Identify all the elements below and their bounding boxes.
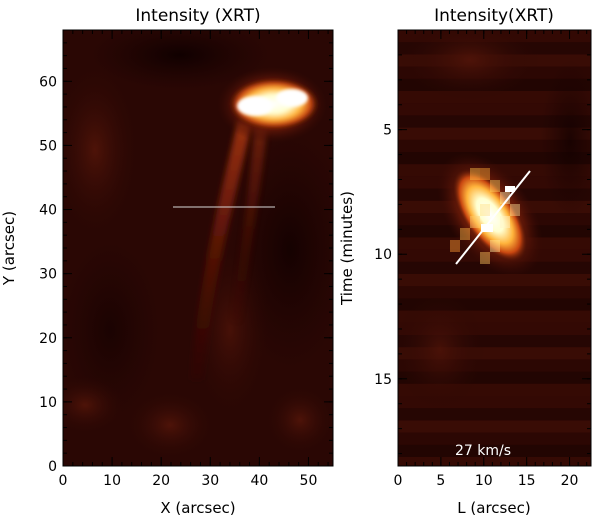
x-tick-label: 20 xyxy=(561,473,579,489)
bright-core xyxy=(276,89,308,107)
dark-region xyxy=(90,30,270,90)
pixel-block xyxy=(470,168,480,180)
diffuse-emission xyxy=(400,30,540,100)
left-panel-title: Intensity (XRT) xyxy=(135,6,260,26)
time-band xyxy=(398,274,591,287)
pixel-block xyxy=(470,216,480,228)
pixel-block xyxy=(480,252,490,264)
y-tick-label: 60 xyxy=(39,74,57,90)
y-tick-label: 30 xyxy=(39,267,57,283)
right-image xyxy=(398,30,591,466)
pixel-block xyxy=(510,204,520,216)
bright-core xyxy=(237,96,273,116)
left-x-axis-label: X (arcsec) xyxy=(160,499,235,517)
right-axis-ticks: 0 5 10 15 20 5 10 15 xyxy=(374,29,591,489)
pixel-block xyxy=(480,204,490,216)
pixel-block xyxy=(481,224,493,232)
y-tick-label: 15 xyxy=(374,372,392,388)
x-tick-label: 40 xyxy=(250,473,268,489)
y-tick-label: 20 xyxy=(39,331,57,347)
right-y-axis-label: Time (minutes) xyxy=(338,191,356,306)
right-axes-frame xyxy=(397,29,592,467)
jet-spire xyxy=(190,120,252,380)
left-y-axis-label: Y (arcsec) xyxy=(0,211,18,286)
y-tick-label: 10 xyxy=(39,395,57,411)
x-tick-label: 0 xyxy=(394,473,403,489)
x-tick-label: 10 xyxy=(475,473,493,489)
x-tick-label: 5 xyxy=(436,473,445,489)
time-band xyxy=(398,432,591,445)
right-panel-title: Intensity(XRT) xyxy=(434,6,554,26)
pixel-block xyxy=(500,216,510,228)
time-band xyxy=(398,457,591,466)
dark-region xyxy=(540,60,591,220)
pixel-block xyxy=(500,192,510,204)
diffuse-emission xyxy=(398,290,485,410)
pixel-block xyxy=(490,180,500,192)
y-tick-label: 5 xyxy=(383,123,392,139)
x-tick-label: 30 xyxy=(201,473,219,489)
diffuse-emission xyxy=(265,385,333,455)
pixel-block xyxy=(450,240,460,252)
dark-region xyxy=(63,240,160,420)
jet-spire xyxy=(232,118,268,322)
x-tick-label: 10 xyxy=(103,473,121,489)
right-x-axis-label: L (arcsec) xyxy=(457,499,530,517)
x-tick-label: 0 xyxy=(59,473,68,489)
pixel-block xyxy=(480,168,490,180)
left-image xyxy=(63,30,333,466)
pixel-block xyxy=(490,240,500,252)
diffuse-emission xyxy=(63,60,140,240)
pixel-blocks xyxy=(450,168,520,264)
speed-fit-line xyxy=(455,170,531,265)
x-tick-label: 15 xyxy=(518,473,536,489)
time-band xyxy=(398,408,591,421)
y-tick-label: 40 xyxy=(39,203,57,219)
y-tick-label: 50 xyxy=(39,138,57,154)
x-tick-label: 20 xyxy=(152,473,170,489)
left-axis-ticks: 0 10 20 30 40 50 0 10 20 30 40 50 60 xyxy=(39,29,333,489)
time-band xyxy=(398,420,591,433)
pixel-block xyxy=(505,186,515,192)
x-tick-label: 50 xyxy=(300,473,318,489)
time-band xyxy=(398,444,591,457)
y-tick-label: 0 xyxy=(48,459,57,475)
streak-core xyxy=(451,167,529,263)
diffuse-emission xyxy=(63,375,125,435)
speed-annotation: 27 km/s xyxy=(455,443,511,459)
diffuse-emission xyxy=(125,390,215,460)
y-tick-label: 10 xyxy=(374,247,392,263)
pixel-block xyxy=(460,228,470,240)
